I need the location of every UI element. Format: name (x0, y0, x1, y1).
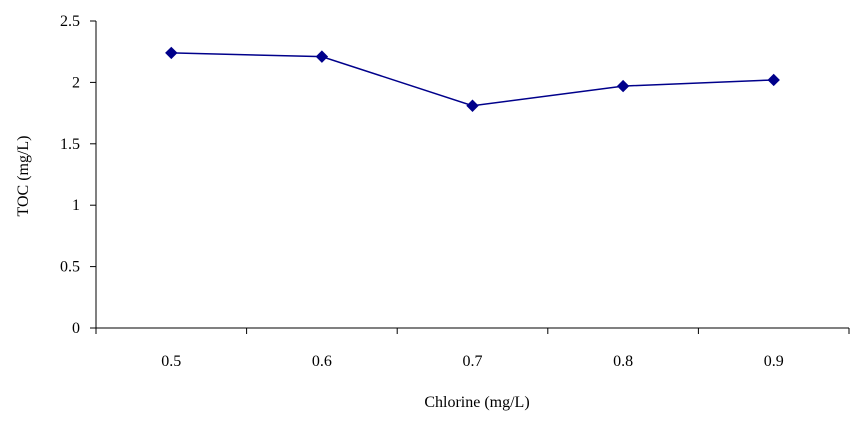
data-point-marker (315, 50, 329, 63)
data-point-marker (767, 73, 780, 87)
ticks-group: 0 0.5 1 1.5 2 2.5 0.5 0.6 0.7 0.8 0.9 (60, 13, 850, 370)
y-axis-title: TOC (mg/L) (15, 135, 32, 216)
series-line (171, 52, 774, 107)
x-tick-label: 0.7 (463, 353, 483, 370)
data-point-marker (466, 99, 479, 112)
x-axis-title: Chlorine (mg/L) (424, 394, 529, 411)
y-tick-label: 1 (72, 197, 80, 214)
y-tick-label: 0 (72, 320, 80, 337)
x-tick-label: 0.8 (613, 353, 633, 370)
y-tick-label: 2.5 (60, 13, 80, 30)
y-tick-label: 2 (72, 74, 80, 91)
series-group (165, 46, 780, 112)
y-tick-label: 1.5 (60, 136, 80, 153)
axes-group (95, 21, 849, 329)
x-tick-label: 0.6 (312, 353, 332, 370)
x-tick-label: 0.9 (764, 353, 784, 370)
x-tick-label: 0.5 (161, 353, 181, 370)
data-point-marker (616, 79, 630, 93)
y-tick-label: 0.5 (60, 259, 80, 276)
data-point-marker (165, 46, 178, 60)
